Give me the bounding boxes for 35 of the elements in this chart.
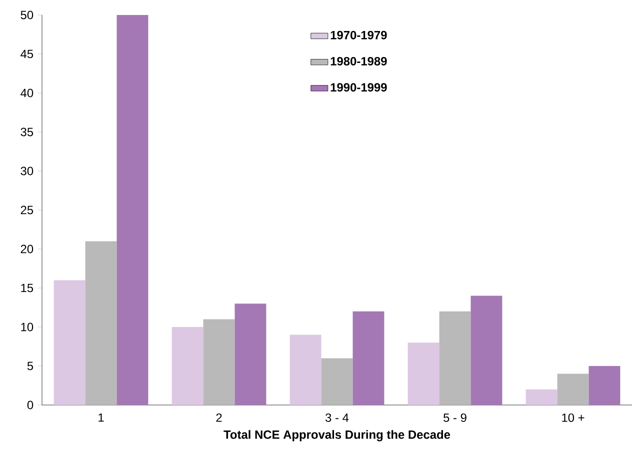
x-tick-label: 1 [98, 413, 104, 422]
bar [290, 334, 322, 405]
bar [234, 304, 266, 405]
bar [54, 280, 86, 405]
y-tick-label: 25 [20, 206, 34, 214]
legend-label: 1990-1999 [330, 83, 387, 92]
y-tick-label: 40 [20, 88, 34, 98]
y-tick-label: 15 [21, 284, 34, 292]
bar [557, 374, 589, 405]
x-tick-label: 3 - 4 [325, 413, 349, 422]
x-tick-label: 5 - 9 [444, 413, 466, 422]
bar [526, 389, 558, 405]
x-tick-label: 2 [216, 413, 222, 422]
bar [408, 342, 440, 405]
bar [203, 319, 235, 405]
y-tick-label: 10 [21, 322, 34, 332]
bar [352, 311, 384, 405]
legend-label: 1980-1989 [330, 57, 387, 66]
bar [439, 311, 471, 405]
y-tick-label: 30 [20, 166, 34, 176]
bar [116, 15, 148, 405]
bar [321, 358, 353, 405]
legend-label: 1970-1979 [330, 30, 387, 40]
y-tick-label: 45 [20, 50, 34, 58]
bar [470, 296, 502, 405]
y-tick-label: 20 [20, 244, 34, 254]
y-tick-label: 5 [27, 362, 34, 370]
y-tick-label: 35 [20, 128, 34, 136]
x-tick-label: 10 + [562, 413, 584, 422]
y-tick-label: 0 [27, 400, 34, 410]
y-tick-label: 50 [20, 10, 34, 20]
x-axis-title: Total NCE Approvals During the Decade [224, 430, 450, 442]
bar [588, 366, 620, 405]
bar [85, 241, 117, 405]
bar [172, 327, 204, 405]
